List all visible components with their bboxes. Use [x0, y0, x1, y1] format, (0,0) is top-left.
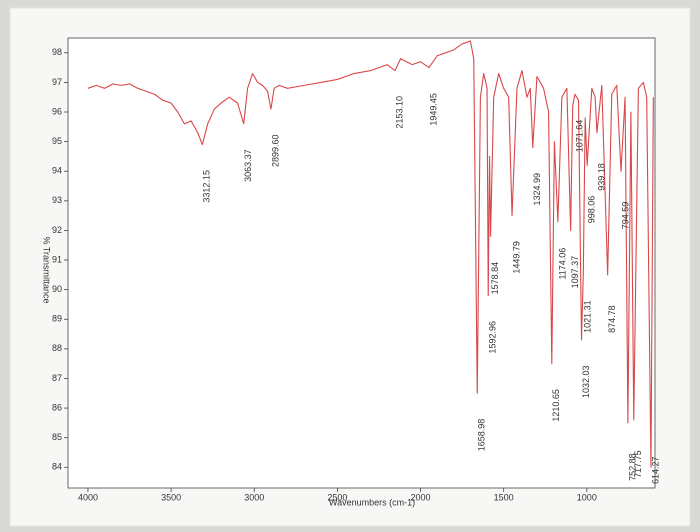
peak-label: 752.88 — [627, 453, 637, 481]
peak-label: 2153.10 — [394, 96, 404, 129]
peak-label: 874.78 — [607, 305, 617, 333]
peak-label: 1210.65 — [551, 389, 561, 422]
x-tick-label: 2500 — [327, 492, 347, 502]
x-tick-label: 2000 — [411, 492, 431, 502]
y-tick-label: 92 — [52, 225, 62, 235]
y-tick-label: 95 — [52, 136, 62, 146]
peak-label: 1174.06 — [557, 248, 567, 280]
peak-label: 939.18 — [596, 163, 606, 191]
y-tick-label: 96 — [52, 106, 62, 116]
x-tick-label: 3500 — [161, 492, 181, 502]
y-tick-label: 97 — [52, 77, 62, 87]
x-tick-label: 1000 — [577, 492, 597, 502]
peak-label: 614.27 — [650, 456, 660, 484]
peak-label: 1578.84 — [490, 262, 500, 295]
y-tick-label: 88 — [52, 343, 62, 353]
x-tick-label: 4000 — [78, 492, 98, 502]
y-tick-label: 98 — [52, 47, 62, 57]
peak-label: 1449.79 — [511, 241, 521, 274]
y-tick-label: 87 — [52, 373, 62, 383]
y-axis-label: % Transmittance — [42, 236, 52, 303]
peak-label: 1071.64 — [574, 120, 584, 153]
x-axis-label: Wavenumbers (cm-1) — [329, 497, 415, 507]
peak-label: 1032.03 — [581, 365, 591, 398]
x-tick-label: 1500 — [494, 492, 514, 502]
y-tick-label: 85 — [52, 432, 62, 442]
peak-label: 3063.37 — [243, 149, 253, 182]
x-tick-label: 3000 — [244, 492, 264, 502]
peak-label: 2899.60 — [270, 135, 280, 168]
peak-label: 1949.45 — [428, 93, 438, 126]
peak-label: 1324.99 — [532, 173, 542, 206]
y-tick-label: 90 — [52, 284, 62, 294]
y-tick-label: 86 — [52, 402, 62, 412]
peak-label: 1097.37 — [570, 256, 580, 289]
peak-label: 1592.96 — [488, 321, 498, 354]
peak-label: 1658.98 — [477, 419, 487, 452]
y-tick-label: 91 — [52, 254, 62, 264]
spectrum-line — [87, 40, 654, 468]
peak-label: 998.06 — [587, 196, 597, 224]
plot-frame — [67, 37, 656, 489]
y-tick-label: 94 — [52, 166, 62, 176]
peak-label: 717.75 — [633, 450, 643, 478]
y-tick-label: 93 — [52, 195, 62, 205]
peak-label: 794.59 — [620, 202, 630, 230]
peak-label: 1021.31 — [583, 300, 593, 333]
y-tick-label: 84 — [52, 462, 62, 472]
peak-label: 3312.15 — [202, 170, 212, 203]
y-tick-label: 89 — [52, 314, 62, 324]
